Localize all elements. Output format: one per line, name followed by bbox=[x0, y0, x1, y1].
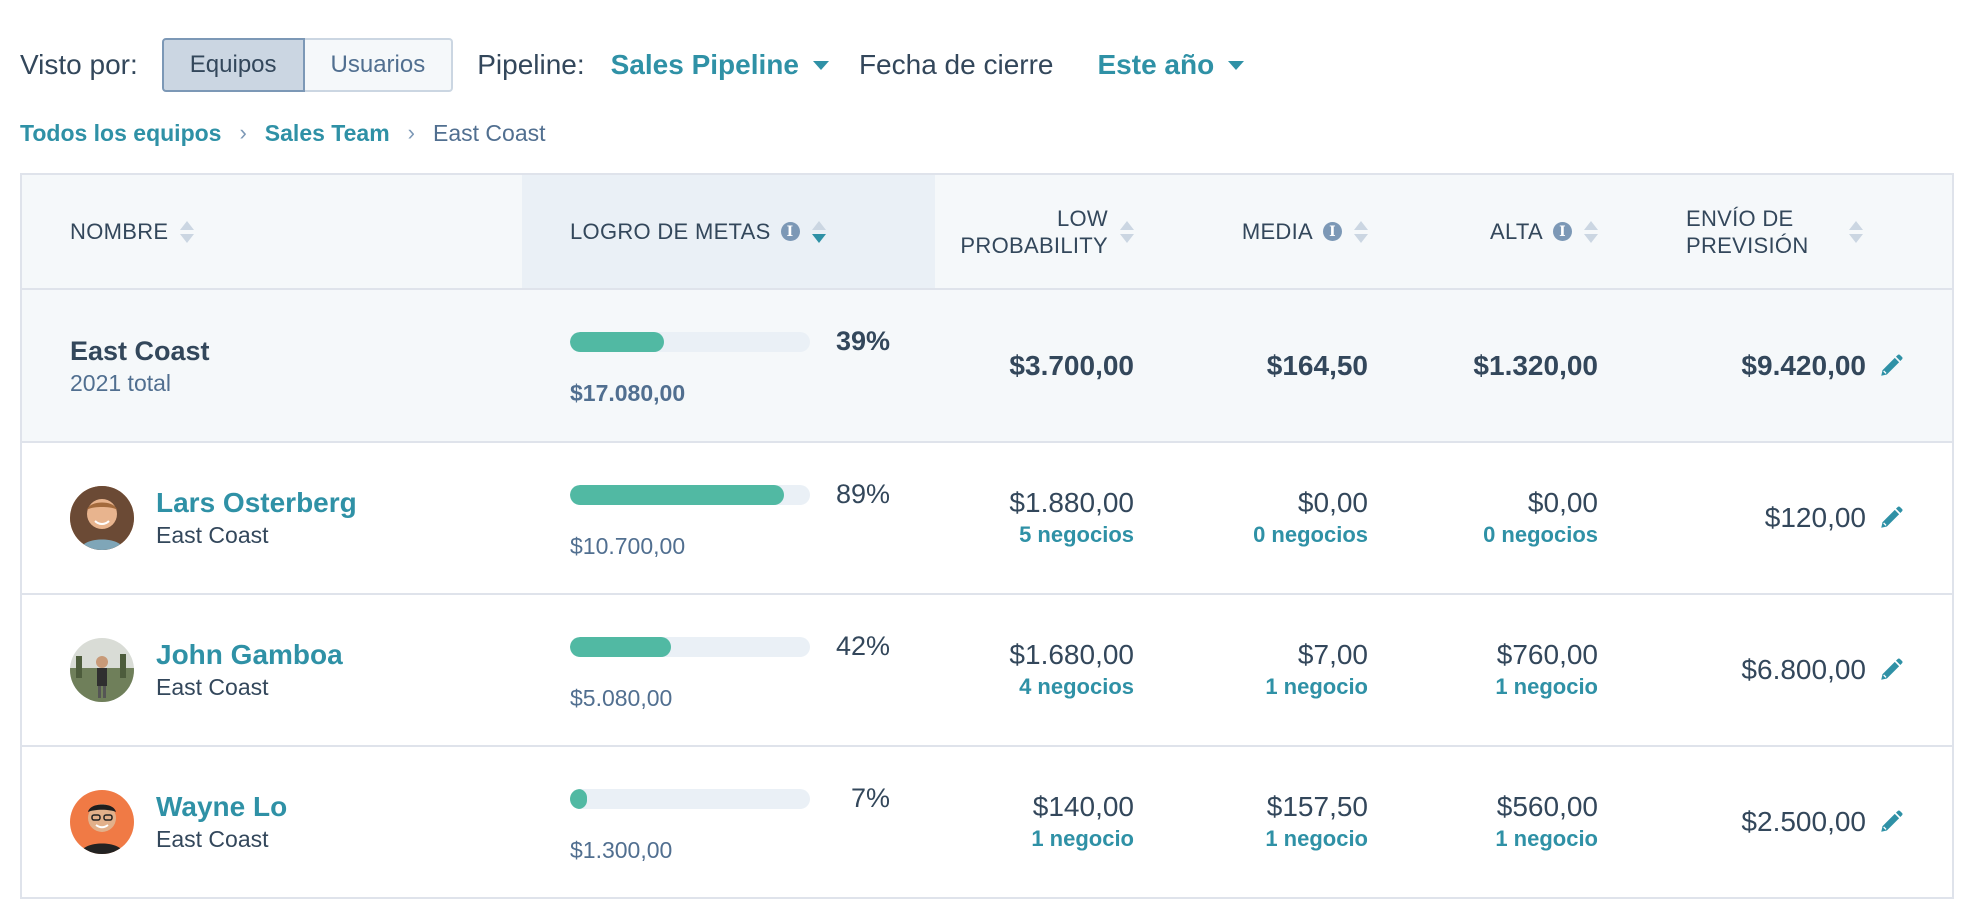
low-probability-amount: $1.680,00 bbox=[1009, 639, 1134, 670]
toggle-usuarios-button[interactable]: Usuarios bbox=[304, 38, 454, 92]
alta-amount: $560,00 bbox=[1496, 791, 1598, 822]
column-header-logro[interactable]: LOGRO DE METAS i bbox=[522, 175, 935, 288]
table-row: John Gamboa East Coast 42% $5.080,00 $1.… bbox=[22, 593, 1952, 745]
table-row: Wayne Lo East Coast 7% $1.300,00 $140,00… bbox=[22, 745, 1952, 897]
goal-percent: 42% bbox=[835, 631, 890, 661]
sort-icon[interactable] bbox=[1848, 220, 1863, 243]
person-team: East Coast bbox=[156, 522, 269, 548]
caret-down-icon bbox=[812, 60, 829, 70]
pencil-icon[interactable] bbox=[1878, 809, 1904, 835]
low-probability-deals-link[interactable]: 1 negocio bbox=[1031, 826, 1134, 851]
team-name: East Coast bbox=[70, 335, 210, 366]
alta-amount: $0,00 bbox=[1527, 487, 1598, 518]
pencil-icon[interactable] bbox=[1878, 505, 1904, 531]
low-probability-deals-link[interactable]: 5 negocios bbox=[1019, 522, 1134, 547]
low-probability-amount: $1.880,00 bbox=[1009, 487, 1134, 518]
person-name-link[interactable]: Wayne Lo bbox=[156, 791, 288, 822]
view-toggle: Equipos Usuarios bbox=[161, 38, 454, 92]
alta-deals-link[interactable]: 1 negocio bbox=[1495, 674, 1598, 699]
pipeline-dropdown[interactable]: Sales Pipeline bbox=[611, 49, 829, 81]
viewed-by-label: Visto por: bbox=[20, 49, 138, 80]
low-probability-amount: $140,00 bbox=[1032, 791, 1134, 822]
pipeline-label: Pipeline: bbox=[477, 49, 585, 80]
media-deals-link[interactable]: 0 negocios bbox=[1253, 522, 1368, 547]
media-amount: $0,00 bbox=[1297, 487, 1368, 518]
person-name-link[interactable]: John Gamboa bbox=[156, 639, 343, 670]
pencil-icon[interactable] bbox=[1878, 657, 1904, 683]
chevron-right-icon: › bbox=[407, 120, 415, 145]
team-total-label: 2021 total bbox=[70, 369, 172, 396]
goal-percent: 39% bbox=[835, 326, 890, 356]
goal-amount: $17.080,00 bbox=[570, 380, 686, 406]
info-icon[interactable]: i bbox=[1553, 222, 1572, 241]
progress-bar bbox=[570, 332, 810, 352]
breadcrumb-sales-team[interactable]: Sales Team bbox=[264, 119, 390, 146]
filter-bar: Visto por: Equipos Usuarios Pipeline: Sa… bbox=[20, 38, 1274, 92]
alta-deals-link[interactable]: 1 negocio bbox=[1495, 826, 1598, 851]
toggle-equipos-button[interactable]: Equipos bbox=[161, 38, 305, 92]
column-header-nombre[interactable]: NOMBRE bbox=[22, 175, 522, 288]
goal-percent: 89% bbox=[835, 479, 890, 509]
sort-icon[interactable] bbox=[811, 220, 826, 243]
sort-icon[interactable] bbox=[1120, 220, 1134, 243]
column-header-low-probability[interactable]: LOW PROBABILITY bbox=[935, 175, 1166, 288]
avatar bbox=[70, 486, 134, 550]
low-probability-deals-link[interactable]: 4 negocios bbox=[1019, 674, 1134, 699]
progress-bar bbox=[570, 637, 810, 657]
low-probability-amount: $3.700,00 bbox=[1009, 349, 1134, 381]
media-amount: $157,50 bbox=[1266, 791, 1368, 822]
caret-down-icon bbox=[1228, 60, 1245, 70]
goal-amount: $5.080,00 bbox=[570, 685, 673, 711]
close-date-value: Este año bbox=[1097, 49, 1215, 80]
alta-amount: $760,00 bbox=[1496, 639, 1598, 670]
person-team: East Coast bbox=[156, 674, 269, 700]
alta-amount: $1.320,00 bbox=[1473, 349, 1598, 381]
person-team: East Coast bbox=[156, 826, 269, 852]
alta-deals-link[interactable]: 0 negocios bbox=[1483, 522, 1598, 547]
sort-icon[interactable] bbox=[1584, 220, 1598, 243]
column-header-envio-prevision[interactable]: ENVÍO DE PREVISIÓN bbox=[1630, 175, 1952, 288]
forecast-submission-amount: $6.800,00 bbox=[1741, 654, 1866, 685]
progress-bar bbox=[570, 789, 810, 809]
person-name-link[interactable]: Lars Osterberg bbox=[156, 487, 357, 518]
column-header-media[interactable]: MEDIA i bbox=[1166, 175, 1400, 288]
goal-percent: 7% bbox=[850, 783, 890, 813]
goal-amount: $10.700,00 bbox=[570, 533, 686, 559]
forecast-submission-amount: $2.500,00 bbox=[1741, 806, 1866, 837]
media-amount: $7,00 bbox=[1297, 639, 1368, 670]
close-date-dropdown[interactable]: Este año bbox=[1098, 49, 1245, 81]
info-icon[interactable]: i bbox=[780, 222, 800, 241]
sort-icon[interactable] bbox=[180, 220, 195, 243]
close-date-label: Fecha de cierre bbox=[858, 49, 1054, 80]
media-deals-link[interactable]: 1 negocio bbox=[1265, 826, 1368, 851]
forecast-table: NOMBRE LOGRO DE METAS i LOW PROBABILITY M… bbox=[20, 173, 1954, 899]
table-row-total: East Coast 2021 total 39% $17.080,00 $3.… bbox=[22, 288, 1952, 441]
sort-icon[interactable] bbox=[1354, 220, 1368, 243]
breadcrumb: Todos los equipos › Sales Team › East Co… bbox=[20, 118, 546, 148]
pencil-icon[interactable] bbox=[1878, 353, 1904, 379]
column-header-alta[interactable]: ALTA i bbox=[1400, 175, 1630, 288]
breadcrumb-all-teams[interactable]: Todos los equipos bbox=[20, 119, 222, 146]
pipeline-value: Sales Pipeline bbox=[610, 49, 799, 80]
chevron-right-icon: › bbox=[239, 120, 247, 145]
info-icon[interactable]: i bbox=[1323, 222, 1342, 241]
table-row: Lars Osterberg East Coast 89% $10.700,00… bbox=[22, 441, 1952, 593]
table-header: NOMBRE LOGRO DE METAS i LOW PROBABILITY M… bbox=[22, 175, 1952, 288]
forecast-submission-amount: $120,00 bbox=[1764, 502, 1866, 533]
forecast-submission-amount: $9.420,00 bbox=[1741, 349, 1866, 381]
avatar bbox=[70, 790, 134, 854]
media-amount: $164,50 bbox=[1266, 349, 1368, 381]
avatar bbox=[70, 638, 134, 702]
goal-amount: $1.300,00 bbox=[570, 837, 673, 863]
progress-bar bbox=[570, 485, 810, 505]
media-deals-link[interactable]: 1 negocio bbox=[1265, 674, 1368, 699]
breadcrumb-current: East Coast bbox=[433, 119, 546, 146]
